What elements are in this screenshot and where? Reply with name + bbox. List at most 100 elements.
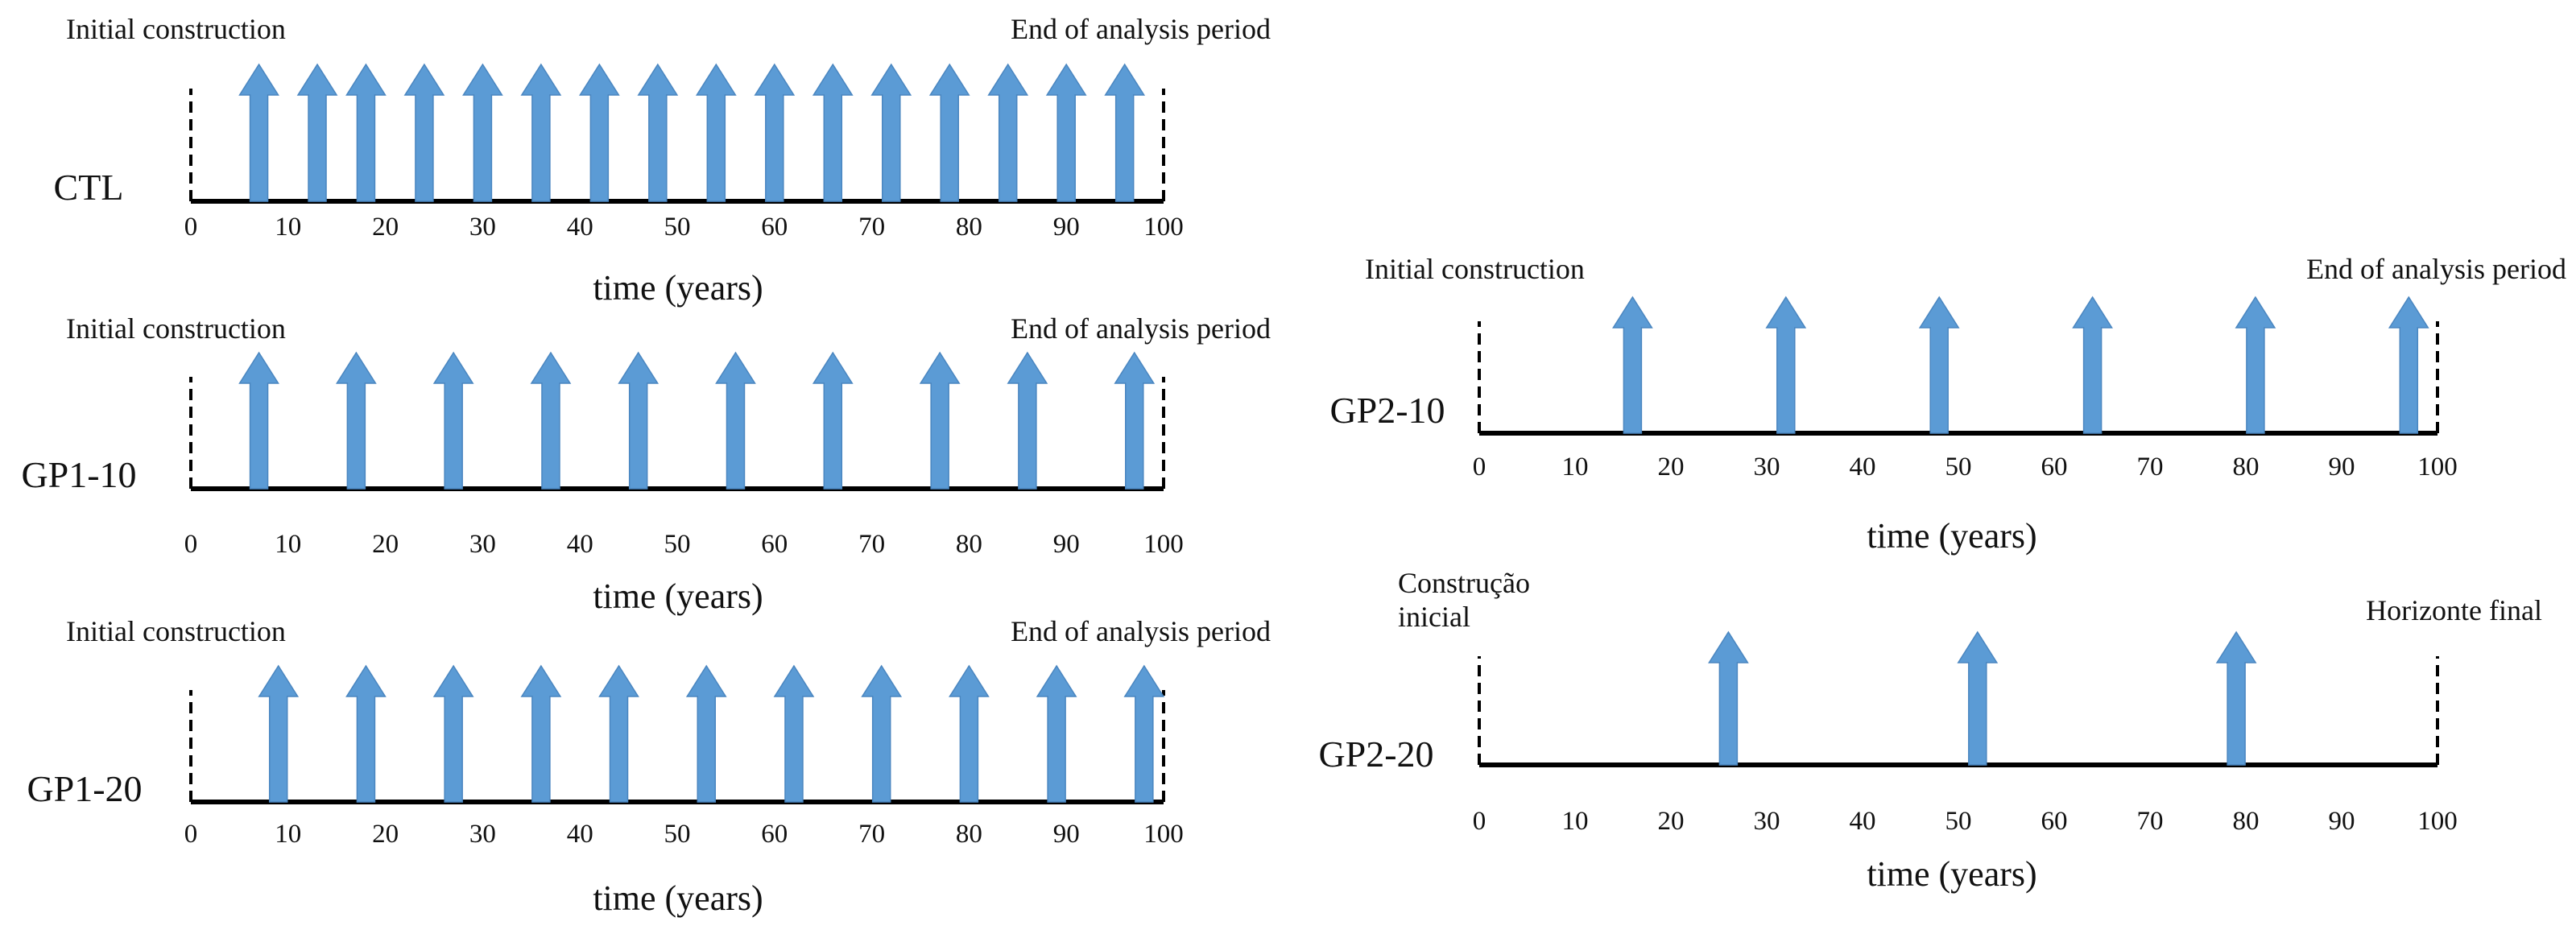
tick-label: 80 bbox=[956, 820, 982, 849]
tick-label: 10 bbox=[275, 213, 301, 242]
tick-label: 20 bbox=[1658, 807, 1685, 836]
tick-label: 0 bbox=[184, 820, 198, 849]
tick-label: 70 bbox=[858, 213, 885, 242]
tick-label: 90 bbox=[1053, 820, 1080, 849]
start-label: Initial construction bbox=[66, 615, 286, 647]
x-axis-label: time (years) bbox=[1867, 516, 2036, 556]
end-label: End of analysis period bbox=[1011, 312, 1271, 345]
intervention-arrow bbox=[2235, 295, 2276, 434]
timeline-gp2-10: 0 10 20 30 40 50 60 70 80 90 100 GP2-10 Initial cons… bbox=[1329, 253, 2566, 556]
intervention-arrow bbox=[238, 351, 279, 490]
tick-label: 50 bbox=[664, 530, 691, 559]
tick-label: 40 bbox=[1850, 453, 1876, 481]
intervention-arrow bbox=[1045, 63, 1087, 202]
tick-label: 40 bbox=[567, 530, 593, 559]
end-label: End of analysis period bbox=[1011, 615, 1271, 647]
tick-label: 90 bbox=[1053, 530, 1080, 559]
timeline-gp1-20: 0 10 20 30 40 50 60 70 80 90 100 GP1-20 Initial cons… bbox=[27, 615, 1271, 918]
intervention-arrow bbox=[2388, 295, 2429, 434]
intervention-arrow bbox=[432, 664, 474, 803]
tick-label: 10 bbox=[275, 820, 301, 849]
tick-label: 100 bbox=[1143, 530, 1184, 559]
tick-label: 70 bbox=[2137, 453, 2164, 481]
timeline-gp1-10: 0 10 20 30 40 50 60 70 80 90 100 GP1-10 Initial cons… bbox=[21, 312, 1271, 616]
timeline-name: GP1-10 bbox=[21, 454, 136, 495]
intervention-arrow bbox=[618, 351, 660, 490]
tick-label: 90 bbox=[2329, 453, 2355, 481]
intervention-arrow bbox=[520, 664, 562, 803]
x-axis-label: time (years) bbox=[593, 577, 763, 616]
intervention-arrow bbox=[1007, 351, 1048, 490]
tick-label: 80 bbox=[2233, 807, 2260, 836]
tick-label: 30 bbox=[1754, 453, 1780, 481]
tick-label: 60 bbox=[761, 213, 788, 242]
intervention-arrow bbox=[598, 664, 639, 803]
tick-label: 20 bbox=[372, 820, 399, 849]
tick-label: 60 bbox=[2041, 807, 2068, 836]
intervention-arrow bbox=[345, 63, 387, 202]
intervention-arrow bbox=[715, 351, 756, 490]
start-label: Construção inicial bbox=[1398, 567, 1530, 633]
intervention-arrow bbox=[1957, 630, 1999, 766]
tick-label: 60 bbox=[2041, 453, 2068, 481]
intervention-arrow bbox=[578, 63, 620, 202]
tick-label: 30 bbox=[469, 213, 496, 242]
tick-label: 20 bbox=[1658, 453, 1685, 481]
x-axis-label: time (years) bbox=[593, 268, 763, 308]
intervention-arrow bbox=[919, 351, 961, 490]
intervention-arrow bbox=[403, 63, 445, 202]
intervention-arrow bbox=[1765, 295, 1807, 434]
intervention-arrow bbox=[258, 664, 300, 803]
tick-label: 40 bbox=[567, 213, 593, 242]
tick-label: 40 bbox=[1850, 807, 1876, 836]
intervention-arrow bbox=[530, 351, 572, 490]
intervention-arrow bbox=[520, 63, 562, 202]
tick-label: 80 bbox=[956, 530, 982, 559]
intervention-arrow bbox=[928, 63, 970, 202]
intervention-arrow bbox=[335, 351, 377, 490]
tick-label: 100 bbox=[2417, 807, 2458, 836]
intervention-arrow bbox=[238, 63, 279, 202]
timeline-name: GP2-20 bbox=[1318, 734, 1433, 775]
tick-label: 40 bbox=[567, 820, 593, 849]
intervention-arrow bbox=[987, 63, 1029, 202]
timeline-ctl: 0 10 20 30 40 50 60 70 80 90 100 CTL Initial constru… bbox=[54, 13, 1271, 308]
timeline-name: GP2-10 bbox=[1329, 390, 1445, 431]
tick-label: 100 bbox=[1143, 213, 1184, 242]
intervention-arrow bbox=[861, 664, 903, 803]
tick-label: 0 bbox=[184, 530, 198, 559]
intervention-arrow bbox=[1708, 630, 1749, 766]
start-label: Initial construction bbox=[1365, 253, 1585, 285]
intervention-arrow bbox=[637, 63, 679, 202]
tick-label: 30 bbox=[469, 820, 496, 849]
intervention-arrow bbox=[870, 63, 912, 202]
tick-label: 100 bbox=[1143, 820, 1184, 849]
intervention-arrow bbox=[1104, 63, 1146, 202]
tick-label: 50 bbox=[1945, 807, 1972, 836]
tick-label: 60 bbox=[761, 530, 788, 559]
intervention-arrow bbox=[695, 63, 737, 202]
tick-label: 70 bbox=[858, 820, 885, 849]
timeline-name: GP1-20 bbox=[27, 768, 142, 809]
tick-label: 90 bbox=[2329, 807, 2355, 836]
tick-label: 50 bbox=[664, 213, 691, 242]
intervention-arrow bbox=[1123, 664, 1165, 803]
tick-label: 10 bbox=[1562, 453, 1589, 481]
tick-label: 70 bbox=[858, 530, 885, 559]
intervention-arrow bbox=[2215, 630, 2257, 766]
start-label: Initial construction bbox=[66, 312, 286, 345]
tick-label: 50 bbox=[664, 820, 691, 849]
end-label: End of analysis period bbox=[1011, 13, 1271, 45]
tick-label: 20 bbox=[372, 530, 399, 559]
tick-label: 30 bbox=[1754, 807, 1780, 836]
tick-label: 20 bbox=[372, 213, 399, 242]
intervention-arrow bbox=[432, 351, 474, 490]
tick-label: 80 bbox=[956, 213, 982, 242]
tick-label: 70 bbox=[2137, 807, 2164, 836]
intervention-arrow bbox=[949, 664, 990, 803]
intervention-arrow bbox=[812, 351, 854, 490]
intervention-arrow bbox=[685, 664, 727, 803]
tick-label: 10 bbox=[1562, 807, 1589, 836]
tick-label: 80 bbox=[2233, 453, 2260, 481]
